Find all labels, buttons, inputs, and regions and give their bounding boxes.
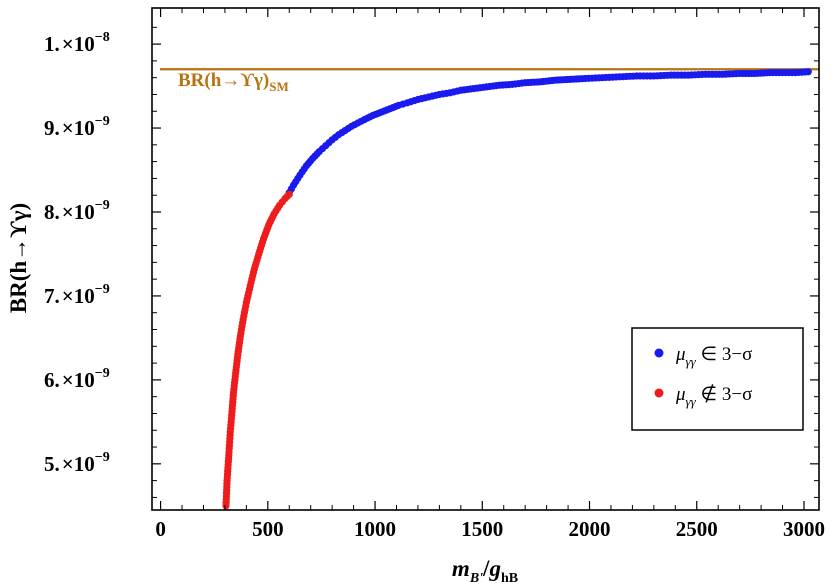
x-tick-label: 0 [155, 517, 166, 541]
legend-label: μγγ ∈ 3−σ [675, 344, 752, 369]
axis-labels: 0 500 1000 1500 2000 2500 3000 5.×10−9 6.×10−9 7.… [6, 30, 825, 586]
sm-reference-label: BR(h→ϒγ)SM [178, 70, 289, 94]
legend-box [631, 327, 804, 431]
legend-marker [654, 348, 664, 358]
x-tick-label: 1500 [461, 517, 503, 541]
series-in-3-sigma [285, 68, 812, 197]
x-axis-title: mB'/ghB [452, 556, 518, 586]
legend-marker [654, 388, 664, 398]
y-tick-label: 9.×10−9 [44, 114, 110, 140]
data-point [804, 68, 812, 76]
x-tick-label: 3000 [783, 517, 825, 541]
y-tick-label: 1.×10−8 [44, 30, 110, 56]
x-tick-label: 1000 [354, 517, 396, 541]
series-out-3-sigma [222, 190, 293, 510]
y-tick-label: 6.×10−9 [44, 366, 110, 392]
x-tick-label: 2500 [676, 517, 718, 541]
data-point [285, 190, 293, 198]
legend-label: μγγ ∉ 3−σ [675, 384, 752, 409]
axes [151, 7, 820, 511]
plot-frame [151, 7, 820, 511]
data-points [222, 68, 812, 510]
y-tick-label: 5.×10−9 [44, 450, 110, 476]
x-tick-label: 500 [252, 517, 284, 541]
legend: μγγ ∈ 3−σ μγγ ∉ 3−σ [631, 327, 804, 431]
y-tick-label: 8.×10−9 [44, 198, 110, 224]
y-axis-title: BR(h→ϒγ) [6, 203, 31, 313]
y-tick-label: 7.×10−9 [44, 282, 110, 308]
x-tick-label: 2000 [569, 517, 611, 541]
plot-area: BR(h→ϒγ)SM [160, 68, 819, 94]
